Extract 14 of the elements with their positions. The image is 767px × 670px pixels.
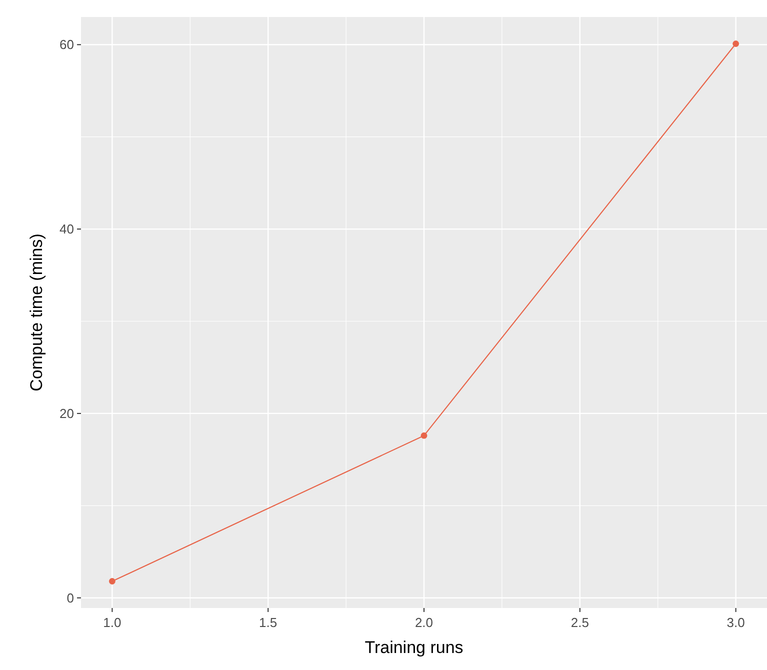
y-axis-title: Compute time (mins) [27, 234, 46, 392]
x-axis-title: Training runs [364, 638, 464, 657]
x-tick-label: 2.5 [570, 615, 589, 630]
y-tick-label: 20 [60, 406, 74, 422]
point [420, 432, 428, 439]
x-tick-label: 1.5 [259, 615, 278, 630]
point [732, 40, 740, 47]
x-tick-label: 3.0 [726, 615, 745, 630]
y-tick-label: 0 [66, 590, 74, 606]
point [108, 578, 116, 584]
y-tick-label: 60 [60, 37, 74, 52]
y-tick-label: 40 [60, 222, 74, 237]
x-tick-label: 2.0 [414, 615, 434, 630]
x-tick-label: 1.0 [103, 615, 122, 630]
